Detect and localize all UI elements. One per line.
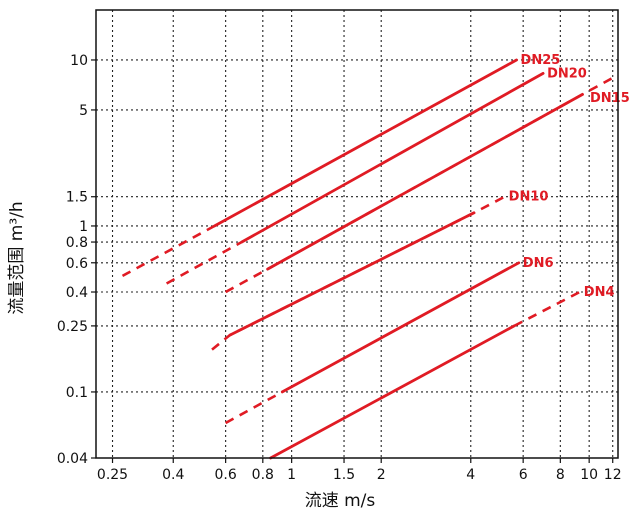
series-dn20-dashed <box>165 240 243 285</box>
y-tick-label: 0.25 <box>57 319 88 335</box>
series-label-dn6: DN6 <box>523 256 554 271</box>
plot-border <box>95 9 619 459</box>
x-tick-label: 0.25 <box>97 467 128 483</box>
x-tick-label: 1.5 <box>333 467 355 483</box>
plot-frame <box>95 9 619 459</box>
x-tick-label: 8 <box>556 467 565 483</box>
series-lines <box>121 58 614 460</box>
series-dn6-dashed <box>224 390 283 425</box>
y-tick-label: 0.4 <box>66 285 88 301</box>
x-axis-title: 流速 m/s <box>305 491 376 511</box>
series-dn4-line <box>269 324 516 460</box>
x-tick-label: 1 <box>287 467 296 483</box>
y-tick-label: 0.04 <box>57 451 88 467</box>
x-tick-label: 10 <box>580 467 598 483</box>
series-label-dn25: DN25 <box>521 53 561 68</box>
x-tick-label: 4 <box>466 467 475 483</box>
series-label-dn4: DN4 <box>584 285 615 300</box>
x-tick-label: 12 <box>604 467 622 483</box>
y-axis-ticks: 0.04 0.1 0.25 0.4 0.6 0.81 1.5 5 10 <box>57 53 96 467</box>
series-dn20-line <box>240 72 545 244</box>
y-axis-title: 流量范围 m³/h <box>7 201 27 314</box>
y-tick-label: 5 <box>79 103 88 119</box>
y-tick-label: 0.1 <box>66 385 88 401</box>
y-tick-label: 1 <box>79 219 88 235</box>
x-tick-label: 0.6 <box>215 467 237 483</box>
series-dn10-line <box>228 211 476 337</box>
series-label-dn20: DN20 <box>547 66 587 81</box>
grid <box>96 10 618 459</box>
x-tick-label: 6 <box>519 467 528 483</box>
series-dn25-line <box>212 58 518 228</box>
series-dn15-line <box>266 93 584 271</box>
x-tick-label: 0.4 <box>162 467 184 483</box>
y-tick-label: 1.5 <box>66 190 88 206</box>
y-tick-label: 10 <box>70 53 88 69</box>
x-tick-label: 2 <box>377 467 386 483</box>
x-axis-ticks: 0.25 0.4 0.6 0.8 1 1.5 2 4 6 8 10 12 <box>97 458 622 483</box>
y-tick-label: 0.8 <box>66 235 88 251</box>
series-dn4-dashed <box>513 290 581 328</box>
series-dn25-dashed <box>121 224 216 278</box>
series-dn6-line <box>280 261 521 394</box>
series-label-dn15: DN15 <box>590 91 630 106</box>
x-tick-label: 0.8 <box>252 467 274 483</box>
series-label-dn10: DN10 <box>509 190 549 205</box>
y-tick-label: 0.6 <box>66 256 88 272</box>
